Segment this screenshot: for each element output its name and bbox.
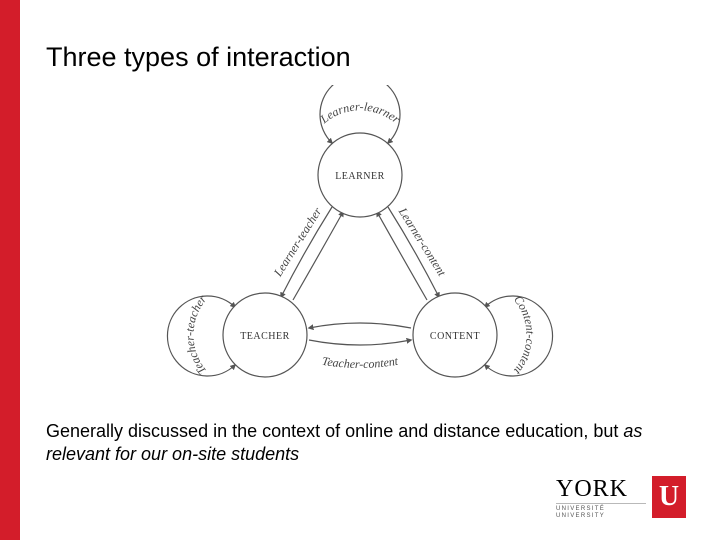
logo-u-box: U — [652, 476, 686, 518]
edge-teacher-content-b — [309, 323, 411, 328]
slide-title: Three types of interaction — [46, 42, 351, 73]
interaction-diagram: LEARNER TEACHER CONTENT Learner-learner … — [165, 85, 555, 405]
label-learner-content: Learner-content — [395, 204, 449, 279]
body-text: Generally discussed in the context of on… — [46, 420, 680, 465]
logo-text: YORK — [556, 476, 628, 503]
diagram-svg: LEARNER TEACHER CONTENT Learner-learner … — [165, 85, 555, 405]
edge-teacher-content-a — [309, 340, 411, 345]
logo-divider — [556, 503, 646, 504]
label-learner-learner: Learner-learner — [317, 99, 403, 126]
node-content-label: CONTENT — [430, 331, 480, 342]
label-teacher-teacher: Teacher-teacher — [182, 292, 209, 378]
logo-sub: UNIVERSITÉ UNIVERSITY — [556, 506, 605, 519]
logo-u-letter: U — [659, 481, 679, 513]
label-content-content: Content-content — [511, 293, 538, 378]
body-plain: Generally discussed in the context of on… — [46, 421, 623, 441]
accent-bar — [0, 0, 20, 540]
logo-sub1: UNIVERSITÉ — [556, 506, 605, 512]
label-teacher-content: Teacher-content — [321, 354, 399, 371]
york-logo: YORK UNIVERSITÉ UNIVERSITY U — [556, 476, 686, 518]
logo-sub2: UNIVERSITY — [556, 513, 605, 519]
slide: Three types of interaction — [0, 0, 720, 540]
node-teacher-label: TEACHER — [240, 331, 290, 342]
label-learner-teacher: Learner-teacher — [270, 205, 324, 280]
node-learner-label: LEARNER — [335, 171, 385, 182]
